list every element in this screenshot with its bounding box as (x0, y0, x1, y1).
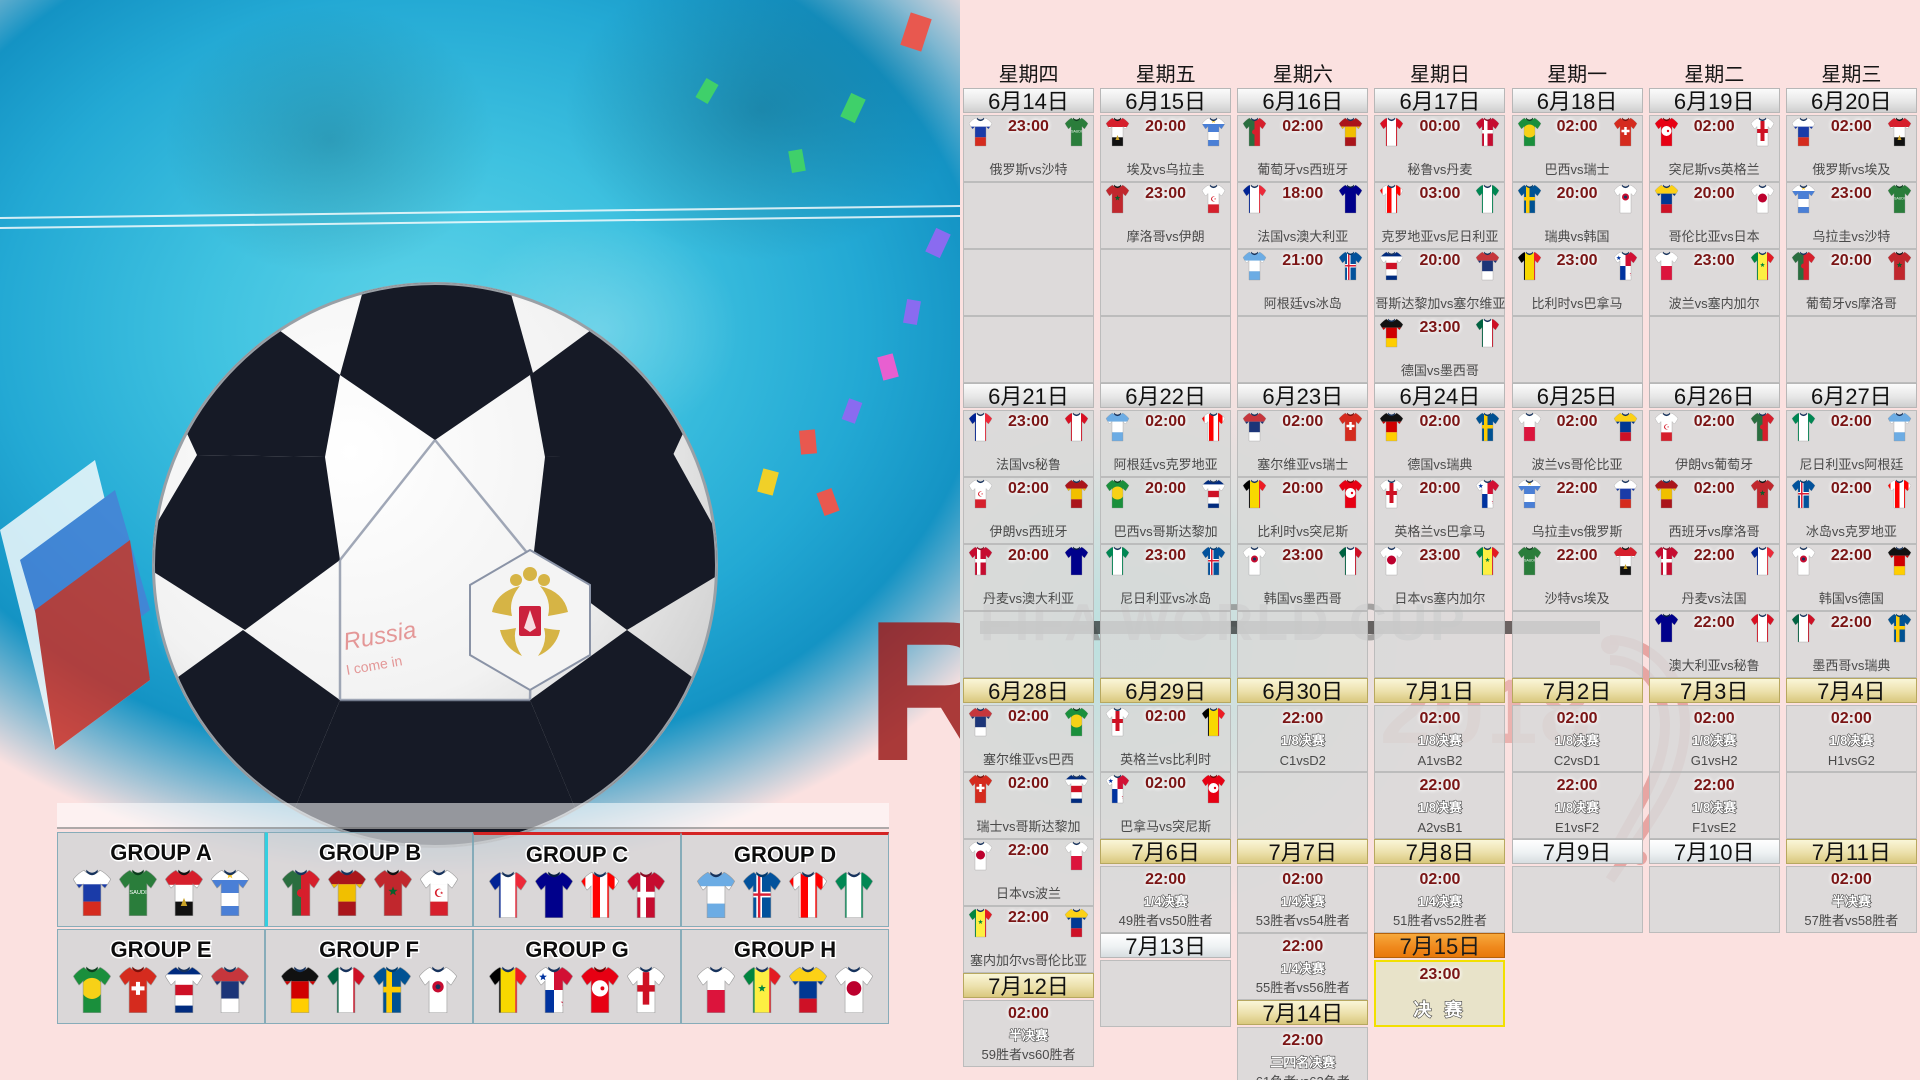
svg-text:☪: ☪ (1210, 196, 1216, 204)
svg-text:R: R (865, 580, 960, 803)
svg-text:SAUDI: SAUDI (129, 890, 147, 896)
svg-text:☪: ☪ (434, 888, 444, 900)
svg-text:SAUDI: SAUDI (1071, 130, 1082, 134)
svg-text:SAUDI: SAUDI (1894, 197, 1905, 201)
